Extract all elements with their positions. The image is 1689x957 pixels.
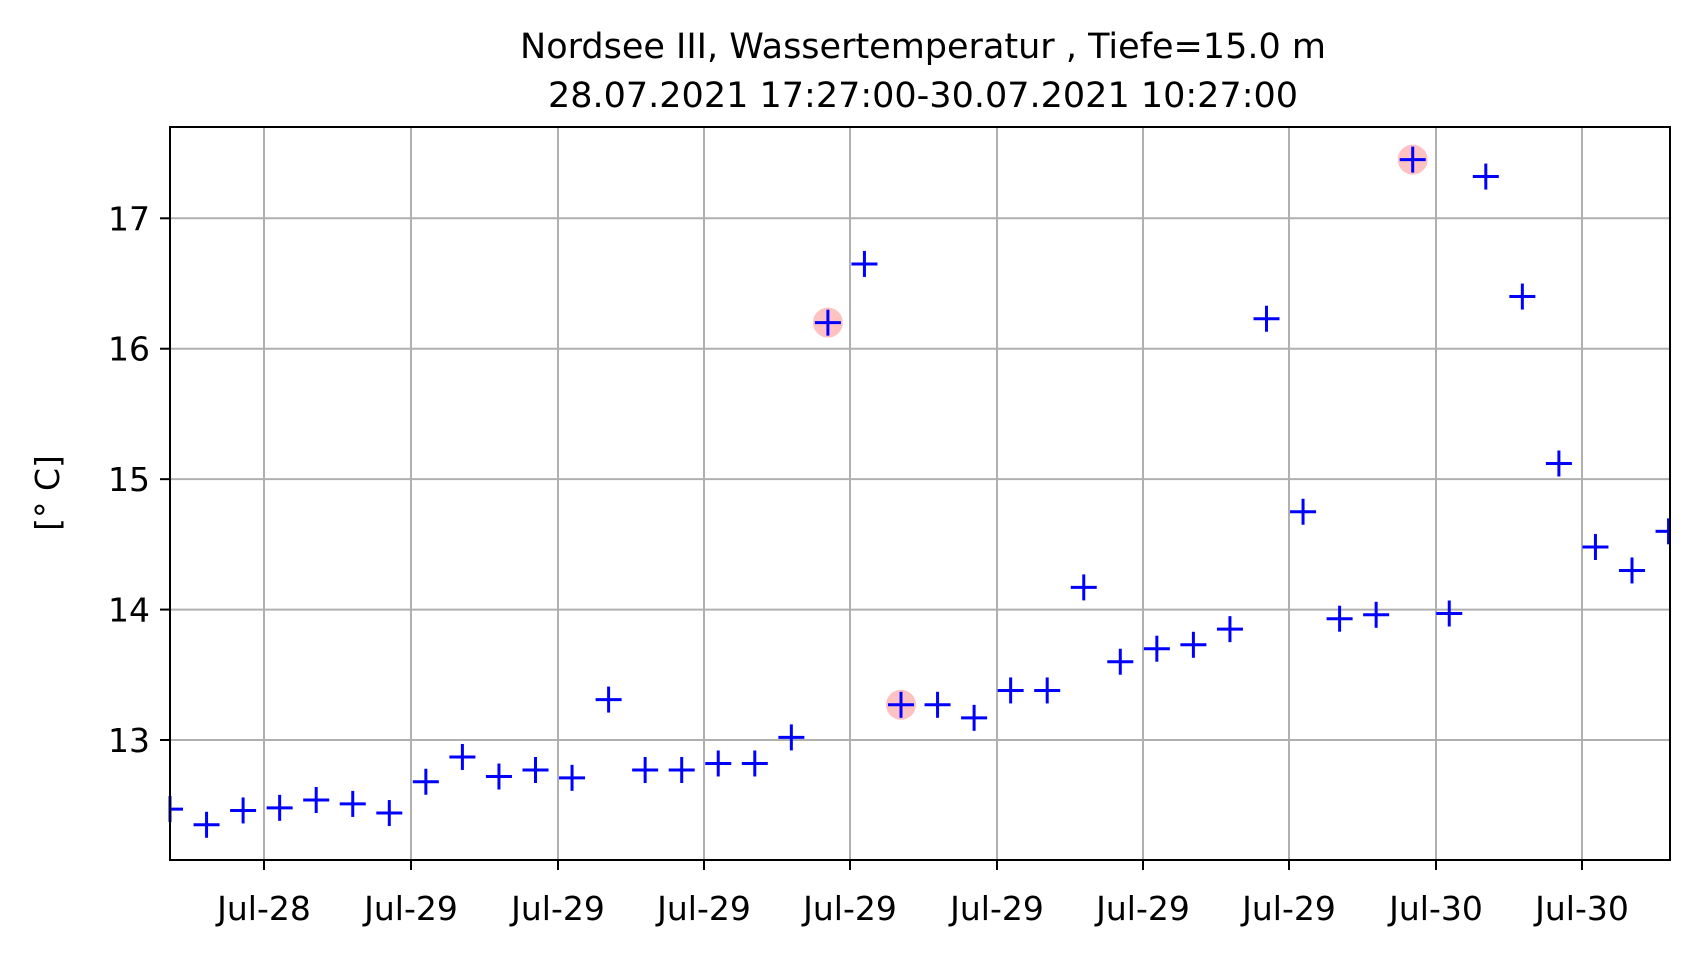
data-point [449,743,476,770]
data-point [1545,450,1572,477]
y-tick-label: 17 [108,199,150,238]
data-point [193,811,220,838]
data-point [1655,518,1671,545]
data-point [1436,600,1463,627]
data-point [1472,163,1499,190]
plot-frame [169,126,1671,861]
y-tick-label: 16 [108,330,150,369]
chart-title: Nordsee III, Wassertemperatur , Tiefe=15… [520,27,1326,67]
x-tick-label: Jul-30 [1387,889,1483,928]
x-tick-label: Jul-29 [509,889,605,928]
axis-ticks: 13 14 15 16 17 Jul-28 Jul-29 Jul-29 Jul-29 Jul-29… [108,199,1629,928]
data-point [559,764,586,791]
data-point [1509,283,1536,310]
x-tick-label: Jul-29 [1094,889,1190,928]
data-point [1582,533,1609,560]
highlight-markers [812,144,1428,720]
data-points [168,146,1671,838]
data-point [485,763,512,790]
x-tick-label: Jul-29 [1240,889,1336,928]
data-point [961,704,988,731]
data-point [266,794,293,821]
y-tick-label: 14 [108,591,150,630]
x-tick-label: Jul-29 [801,889,897,928]
data-point [412,768,439,795]
data-point [1216,616,1243,643]
data-point [851,250,878,277]
data-point [376,800,403,827]
y-axis-label: [° C] [28,455,67,531]
data-point [1253,305,1280,332]
data-point [339,790,366,817]
data-point [888,691,914,718]
data-point [1034,677,1061,704]
data-point [1290,498,1317,525]
data-point [741,750,768,777]
data-point [668,757,695,784]
chart-subtitle: 28.07.2021 17:27:00-30.07.2021 10:27:00 [548,76,1298,116]
data-point [1399,146,1426,173]
data-point [1180,631,1207,658]
data-point [522,757,549,784]
data-point [595,686,622,713]
grid [170,127,1670,860]
data-point [997,677,1024,704]
data-point [1619,557,1645,584]
data-point [778,724,805,751]
data-point [632,757,659,784]
x-tick-label: Jul-28 [215,889,311,928]
y-tick-label: 13 [108,721,150,760]
y-tick-label: 15 [108,460,150,499]
data-point [1143,635,1170,662]
data-point [1326,605,1353,632]
data-point [924,691,951,718]
data-point [168,796,183,823]
data-point [230,797,257,824]
data-point [1070,574,1097,601]
x-tick-label: Jul-29 [362,889,458,928]
data-point [814,309,841,336]
data-point [303,787,330,814]
data-point [1363,601,1390,628]
x-tick-label: Jul-30 [1533,889,1629,928]
x-tick-label: Jul-29 [948,889,1044,928]
data-point [1107,648,1134,675]
data-point [705,750,732,777]
x-tick-label: Jul-29 [655,889,751,928]
